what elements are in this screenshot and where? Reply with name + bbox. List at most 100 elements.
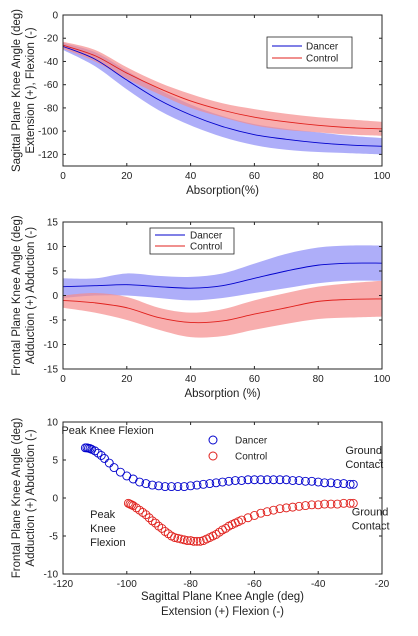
panel2-xtick-label: 40 xyxy=(185,374,197,385)
panel3-dancer-point xyxy=(288,476,298,485)
panel2-xlabel: Absorption (%) xyxy=(184,388,260,400)
panel1-xtick-label: 20 xyxy=(121,171,133,182)
panel3-control-point xyxy=(170,533,180,542)
panel3-legend-dancer: Dancer xyxy=(235,436,268,447)
panel1-ytick-label: -20 xyxy=(44,34,59,45)
panel3-control-point xyxy=(131,503,141,513)
panel2-ytick-label: -5 xyxy=(49,316,58,327)
panel1-bands xyxy=(63,41,382,155)
panel2-control-band xyxy=(63,280,382,338)
panel3-legend-dancer-marker xyxy=(208,435,218,445)
panel3-control-point xyxy=(300,501,310,511)
panel3-dancer-point xyxy=(237,476,247,485)
panel3-annotation-line: Contact xyxy=(352,520,390,532)
panel3-dancer-point xyxy=(85,444,95,454)
panel3-dancer-point xyxy=(262,475,272,485)
panel3-legend: Dancer Control xyxy=(208,435,268,463)
panel2-dancer-band xyxy=(63,245,382,301)
panel-frontal-vs-absorption: 0 20 40 60 80 100 15 10 5 0 -5 -10 -15 Absorption (%… xyxy=(11,215,391,400)
panel1-legend-box xyxy=(266,36,353,69)
panel3-annotation-line: Contact xyxy=(345,459,383,471)
panel3-control-point xyxy=(135,505,145,515)
panel3-control-point xyxy=(144,513,154,523)
panel3-ticks: -120 -100 -80 -60 -40 -20 10 5 0 -5 -10 xyxy=(44,418,390,591)
panel2-xtick-label: 20 xyxy=(121,374,133,385)
panel3-control-point xyxy=(179,535,189,545)
panel3-control-point xyxy=(294,501,304,511)
panel3-control-point xyxy=(160,526,170,536)
panel2-xtick-label: 80 xyxy=(313,374,325,385)
panel1-xtick-label: 80 xyxy=(313,171,325,182)
panel3-control-point xyxy=(211,530,221,539)
panel3-xtick-label: -120 xyxy=(53,579,73,590)
panel3-annotation-line: Flexion xyxy=(90,537,125,549)
panel3-control-point xyxy=(147,516,157,526)
panel3-xlabel-line2: Extension (+) Flexion (-) xyxy=(161,606,284,618)
panel3-dancer-point xyxy=(96,450,106,460)
panel2-ytick-label: -10 xyxy=(44,340,59,351)
panel3-control-point xyxy=(176,534,186,544)
panel2-ytick-label: 0 xyxy=(52,291,58,302)
panel3-control-point xyxy=(326,499,336,509)
panel3-xtick-label: -60 xyxy=(247,579,262,590)
panel1-ytick-label: -100 xyxy=(38,127,58,138)
panel3-control-point xyxy=(243,513,253,523)
panel3-dancer-point xyxy=(300,476,310,486)
panel3-legend-control-marker xyxy=(208,451,218,461)
panel3-control-point xyxy=(151,518,160,528)
panel3-control-point xyxy=(138,507,148,517)
panel3-dancer-point xyxy=(141,479,151,489)
panel3-control-point xyxy=(157,523,167,533)
panel3-control-point xyxy=(249,511,259,520)
panel3-dancer-point xyxy=(243,475,253,485)
panel3-control-point xyxy=(163,529,173,539)
panel3-dancer-point xyxy=(93,448,103,458)
panel2-ylabel-line1: Frontal Plane Knee Angle (deg) xyxy=(11,215,23,376)
panel1-lines xyxy=(62,44,383,147)
panel2-xtick-label: 100 xyxy=(374,374,391,385)
panel3-dancer-point xyxy=(326,478,336,488)
panel3-control-point xyxy=(269,505,278,515)
panel3-dancer-point xyxy=(135,477,145,487)
panel3-control-point xyxy=(182,536,192,546)
panel3-control-point xyxy=(275,504,285,514)
panel3-ytick-label: 0 xyxy=(52,494,58,505)
panel3-control-point xyxy=(195,536,205,546)
panel3-annotation: Peak Knee Flexion xyxy=(90,509,125,549)
panel3-control-point xyxy=(262,507,272,517)
panel1-ytick-label: 0 xyxy=(52,11,58,22)
panel3-dancer-point xyxy=(256,475,266,485)
panel3-control-point xyxy=(154,521,164,531)
panel3-dancer-point xyxy=(160,482,170,492)
panel1-xtick-label: 0 xyxy=(60,171,66,182)
panel3-xlabel-line1: Sagittal Plane Knee Angle (deg) xyxy=(141,591,304,603)
panel2-lines xyxy=(62,262,383,324)
panel3-control-point xyxy=(237,515,247,525)
panel3-dancer-point xyxy=(100,454,109,463)
panel3-dancer-point xyxy=(104,458,114,468)
panel2-legend: Dancer Control xyxy=(149,227,235,255)
panel3-control-point xyxy=(141,510,151,520)
panel3-xtick-label: -40 xyxy=(311,579,326,590)
panel3-control-point xyxy=(128,501,138,511)
panel3-dancer-point xyxy=(198,479,208,489)
panel3-annotation: Ground Contact xyxy=(352,506,390,532)
panel3-control-point xyxy=(332,499,342,509)
panel3-annotation-line: Ground xyxy=(352,506,389,518)
panel1-legend-control: Control xyxy=(306,54,338,65)
panel-frontal-vs-sagittal: -120 -100 -80 -60 -40 -20 10 5 0 -5 -10 Peak Knee … xyxy=(11,418,390,619)
panel2-legend-dancer: Dancer xyxy=(190,231,223,242)
panel2-legend-control: Control xyxy=(190,242,222,253)
panel3-dancer-point xyxy=(230,476,240,485)
panel3-dancer-point xyxy=(90,446,100,456)
panel3-ytick-label: 10 xyxy=(47,418,59,429)
panel3-annotation-line: Ground xyxy=(345,445,382,457)
panel3-annotations: Peak Knee Flexion Ground Contact Peak Knee Fl… xyxy=(61,425,389,549)
panel3-dancer-point xyxy=(205,479,215,489)
panel3-control-point xyxy=(221,523,231,533)
panel3-ylabel-line1: Frontal Plane Knee Angle (deg) xyxy=(11,418,23,579)
panel3-control-point xyxy=(320,499,330,509)
panel3-control-point xyxy=(192,536,202,546)
panel3-dancer-point xyxy=(186,481,196,491)
